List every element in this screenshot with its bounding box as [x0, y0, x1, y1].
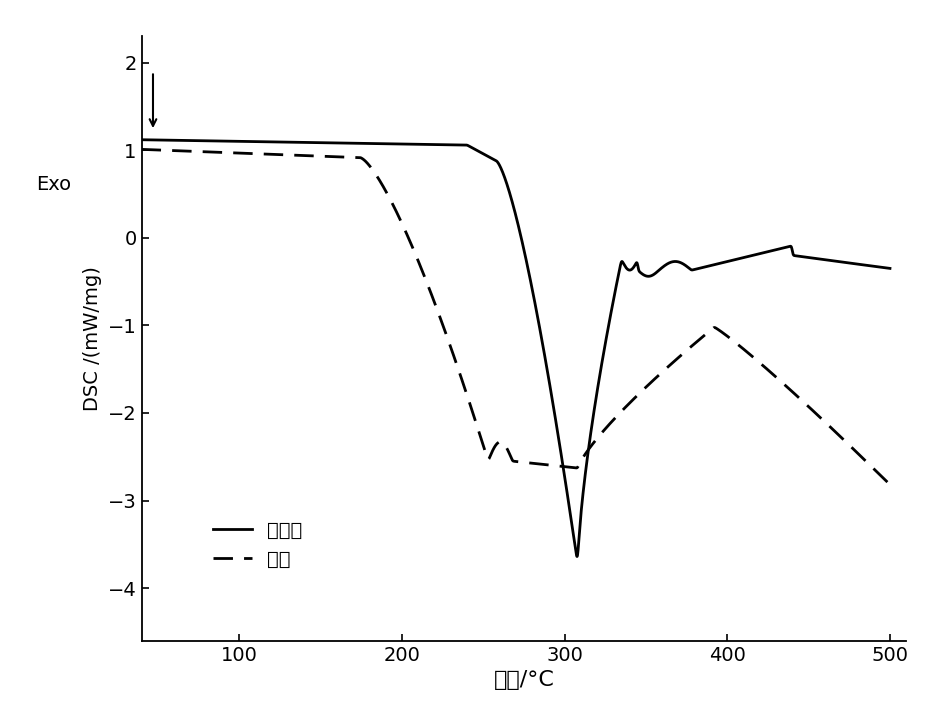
Text: Exo: Exo — [36, 175, 71, 194]
Y-axis label: DSC /(mW/mg): DSC /(mW/mg) — [83, 266, 103, 411]
Legend: 未改性, 改性: 未改性, 改性 — [205, 513, 310, 577]
X-axis label: 温度/°C: 温度/°C — [494, 670, 554, 690]
